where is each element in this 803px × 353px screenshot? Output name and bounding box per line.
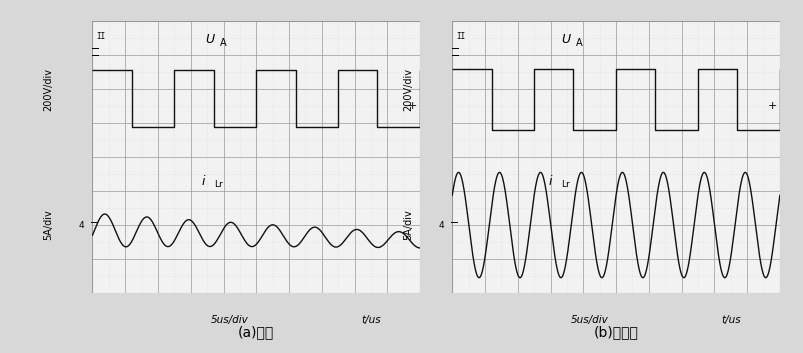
Text: 200V/div: 200V/div [402, 68, 413, 110]
Text: Lr: Lr [214, 180, 222, 189]
Text: 4: 4 [438, 221, 443, 229]
Text: 5us/div: 5us/div [570, 315, 608, 325]
Text: $i$: $i$ [201, 174, 206, 188]
Text: 4: 4 [79, 221, 84, 229]
Text: A: A [219, 38, 226, 48]
Text: 5A/div: 5A/div [43, 210, 53, 240]
Text: $U$: $U$ [560, 34, 572, 46]
Text: 200V/div: 200V/div [43, 68, 53, 110]
Text: A: A [576, 38, 582, 48]
Text: Lr: Lr [560, 180, 569, 189]
Text: 5us/div: 5us/div [211, 315, 249, 325]
Text: t/us: t/us [361, 315, 381, 325]
Text: 5A/div: 5A/div [402, 210, 413, 240]
Text: t/us: t/us [720, 315, 740, 325]
Text: +: + [408, 101, 417, 111]
Text: +: + [767, 101, 777, 111]
Text: II: II [96, 32, 105, 41]
Text: (b)额定载: (b)额定载 [593, 325, 638, 340]
Text: $i$: $i$ [547, 174, 552, 188]
Text: (a)轻载: (a)轻载 [238, 325, 274, 340]
Text: II: II [455, 32, 465, 41]
Text: $U$: $U$ [205, 34, 215, 46]
